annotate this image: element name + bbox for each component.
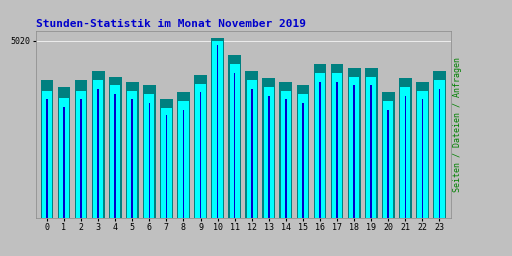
Bar: [92, 71, 104, 218]
Bar: [433, 71, 446, 218]
Bar: [331, 64, 344, 218]
Bar: [144, 94, 155, 218]
Bar: [296, 85, 309, 218]
Bar: [348, 68, 360, 218]
Bar: [196, 84, 206, 218]
Bar: [76, 91, 86, 218]
Bar: [166, 115, 167, 218]
Bar: [353, 85, 355, 218]
Bar: [263, 78, 275, 218]
Bar: [200, 92, 201, 218]
Bar: [434, 80, 444, 218]
Bar: [417, 91, 428, 218]
Bar: [234, 73, 236, 218]
Bar: [115, 94, 116, 218]
Bar: [247, 80, 257, 218]
Bar: [383, 101, 393, 218]
Bar: [40, 80, 53, 218]
Bar: [148, 103, 150, 218]
Bar: [264, 87, 274, 218]
Bar: [336, 82, 338, 218]
Bar: [211, 38, 224, 218]
Bar: [315, 73, 325, 218]
Bar: [59, 98, 69, 218]
Bar: [332, 73, 342, 218]
Bar: [93, 80, 103, 218]
Bar: [46, 100, 48, 218]
Bar: [298, 94, 308, 218]
Bar: [110, 85, 120, 218]
Bar: [58, 87, 71, 218]
Bar: [314, 64, 327, 218]
Bar: [268, 96, 270, 218]
Text: Stunden-Statistik im Monat November 2019: Stunden-Statistik im Monat November 2019: [36, 18, 306, 29]
Bar: [97, 89, 99, 218]
Bar: [302, 103, 304, 218]
Bar: [109, 77, 122, 218]
Bar: [349, 77, 359, 218]
Bar: [404, 96, 406, 218]
Bar: [416, 82, 429, 218]
Bar: [183, 110, 184, 218]
Bar: [161, 108, 172, 218]
Bar: [126, 82, 139, 218]
Bar: [228, 55, 241, 218]
Bar: [388, 110, 389, 218]
Bar: [217, 45, 219, 218]
Bar: [245, 71, 258, 218]
Bar: [160, 100, 173, 218]
Bar: [285, 100, 287, 218]
Bar: [63, 106, 65, 218]
Bar: [371, 85, 372, 218]
Bar: [382, 92, 395, 218]
Bar: [42, 91, 52, 218]
Bar: [319, 82, 321, 218]
Bar: [366, 77, 376, 218]
Bar: [399, 78, 412, 218]
Bar: [251, 89, 252, 218]
Y-axis label: Seiten / Dateien / Anfragen: Seiten / Dateien / Anfragen: [453, 57, 462, 192]
Bar: [439, 89, 440, 218]
Bar: [212, 41, 223, 218]
Bar: [80, 100, 82, 218]
Bar: [127, 91, 137, 218]
Bar: [229, 64, 240, 218]
Bar: [143, 85, 156, 218]
Bar: [365, 68, 378, 218]
Bar: [400, 87, 411, 218]
Bar: [132, 100, 133, 218]
Bar: [422, 100, 423, 218]
Bar: [75, 80, 88, 218]
Bar: [178, 101, 188, 218]
Bar: [177, 92, 190, 218]
Bar: [281, 91, 291, 218]
Bar: [280, 82, 292, 218]
Bar: [194, 75, 207, 218]
